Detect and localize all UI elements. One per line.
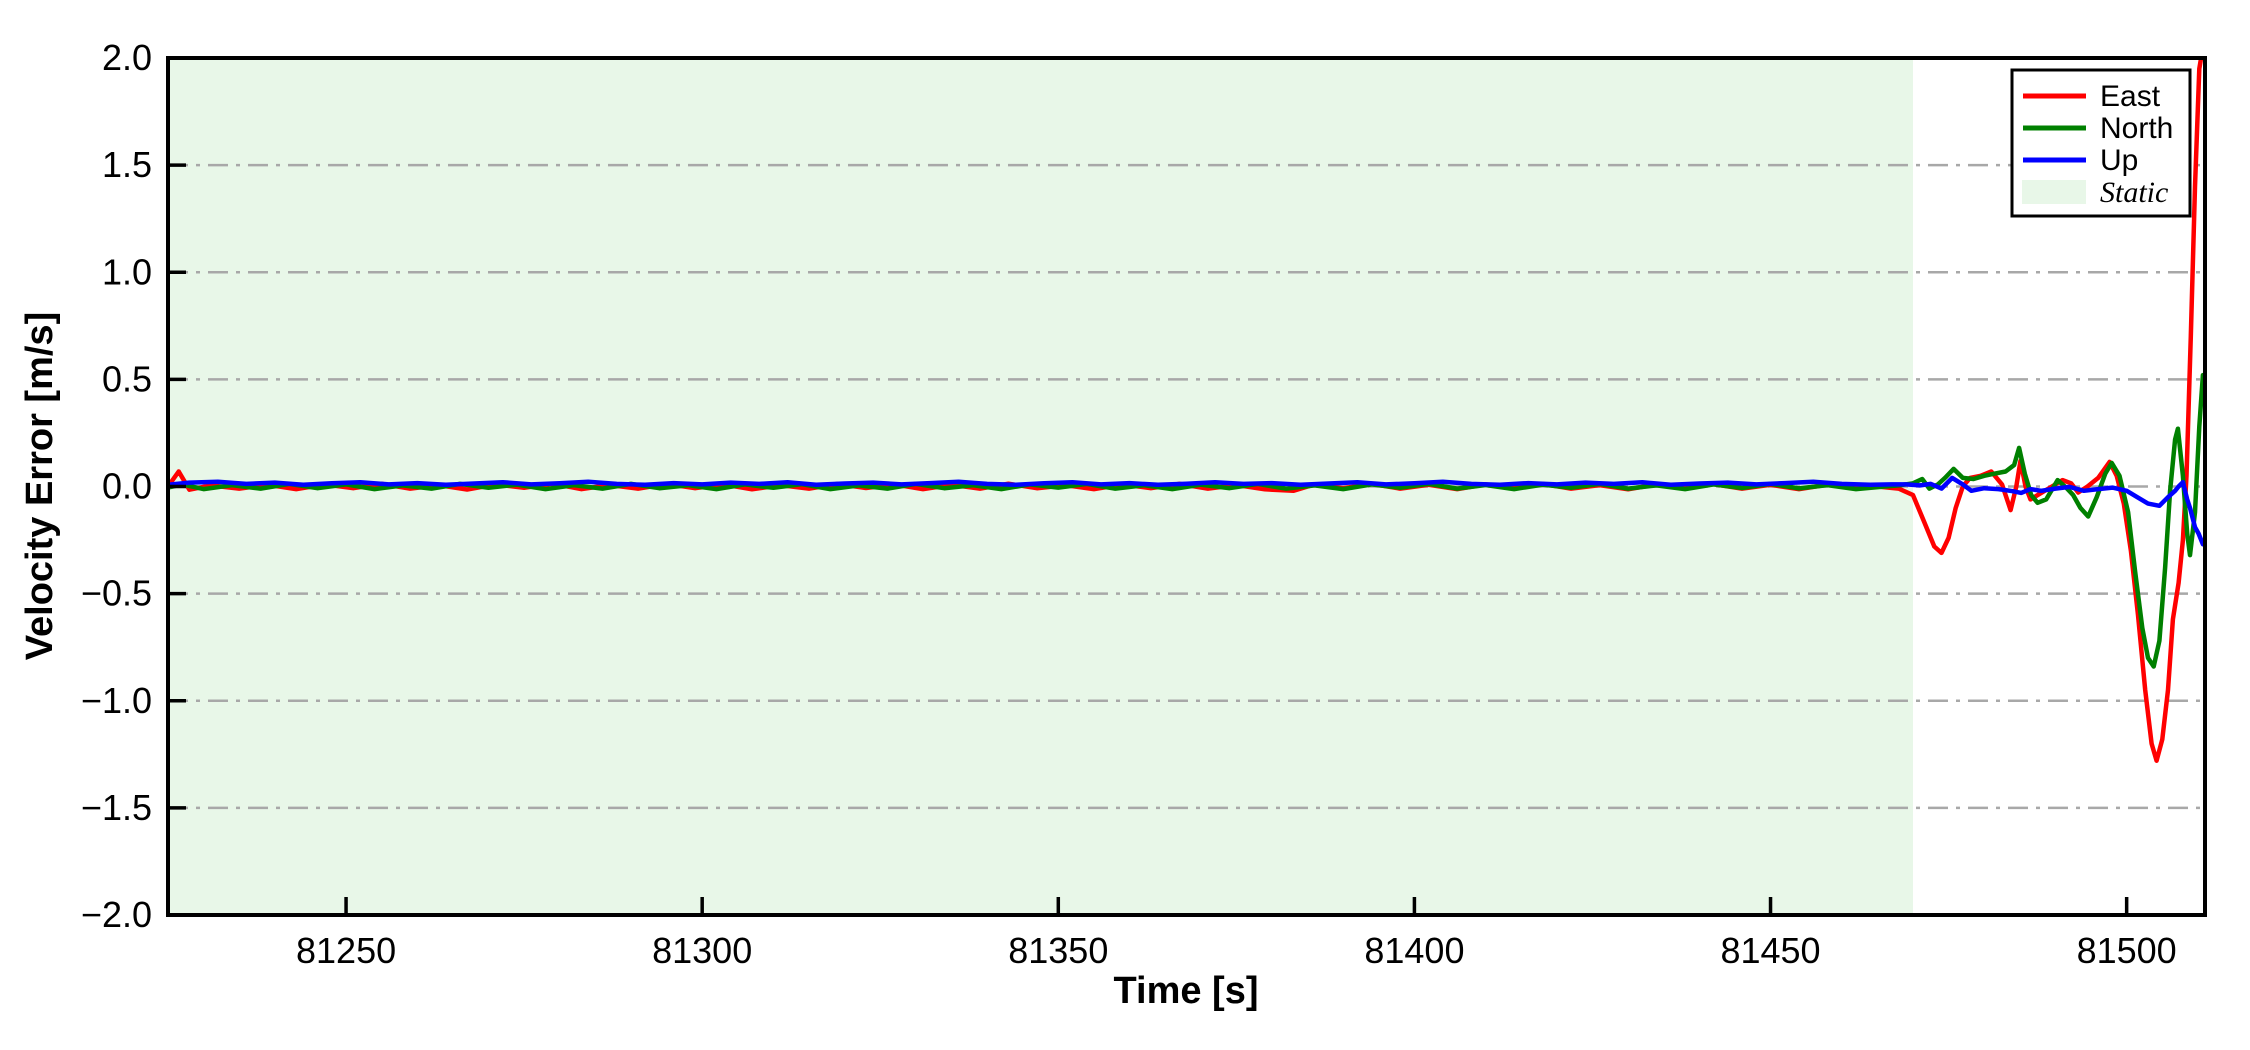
y-tick-label: 0.5 <box>102 358 152 399</box>
y-tick-label: 1.5 <box>102 144 152 185</box>
y-tick-label: 0.0 <box>102 466 152 507</box>
y-tick-label: −1.0 <box>81 680 152 721</box>
legend-label-north: North <box>2100 112 2173 145</box>
axes-layer <box>166 56 2207 917</box>
legend-label-static: Static <box>2100 176 2168 209</box>
y-tick-label: 2.0 <box>102 37 152 78</box>
series-line-up <box>168 475 2205 547</box>
y-tick-label: −2.0 <box>81 894 152 935</box>
series-layer <box>168 58 2205 763</box>
y-tick-label: 1.0 <box>102 251 152 292</box>
y-axis-label: Velocity Error [m/s] <box>19 312 61 660</box>
legend-label-up: Up <box>2100 144 2138 177</box>
x-tick-label: 81300 <box>652 930 752 971</box>
x-tick-label: 81450 <box>1720 930 1820 971</box>
legend-swatch-static <box>2022 180 2086 204</box>
tick-label-layer: 81250 81300 81350 81400 81450 81500 2.0 1.5 1.0 0… <box>81 37 2177 971</box>
legend-label-east: East <box>2100 80 2161 113</box>
x-tick-label: 81350 <box>1008 930 1108 971</box>
x-tick-label: 81500 <box>2077 930 2177 971</box>
x-tick-label: 81250 <box>296 930 396 971</box>
x-tick-label: 81400 <box>1364 930 1464 971</box>
x-axis-label: Time [s] <box>1113 970 1258 1012</box>
y-tick-label: −0.5 <box>81 573 152 614</box>
y-tick-label: −1.5 <box>81 787 152 828</box>
